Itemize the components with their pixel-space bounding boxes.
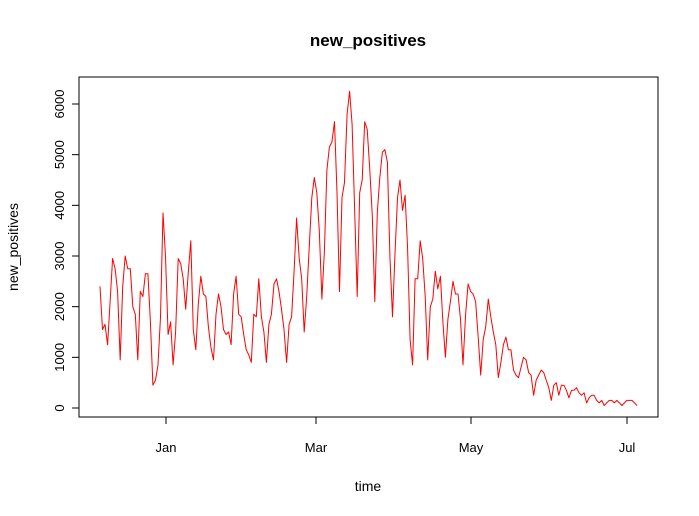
y-axis: 0 1000 2000 3000 4000 5000 6000 xyxy=(52,90,80,412)
y-tick-label: 1000 xyxy=(52,343,67,372)
x-axis-label: time xyxy=(355,478,382,494)
chart-title: new_positives xyxy=(310,31,426,50)
plot-frame xyxy=(78,76,659,418)
y-tick-label: 0 xyxy=(52,404,67,411)
y-tick-label: 4000 xyxy=(52,191,67,220)
y-tick-label: 2000 xyxy=(52,292,67,321)
x-tick-label: Jan xyxy=(156,440,177,455)
y-tick-label: 5000 xyxy=(52,140,67,169)
series-line-new-positives xyxy=(99,90,638,406)
y-tick-label: 3000 xyxy=(52,242,67,271)
y-axis-label: new_positives xyxy=(5,203,21,291)
x-tick-label: Mar xyxy=(305,440,328,455)
y-tick-label: 6000 xyxy=(52,90,67,119)
x-tick-label: May xyxy=(459,440,484,455)
x-tick-label: Jul xyxy=(619,440,636,455)
x-axis: Jan Mar May Jul xyxy=(156,416,636,455)
